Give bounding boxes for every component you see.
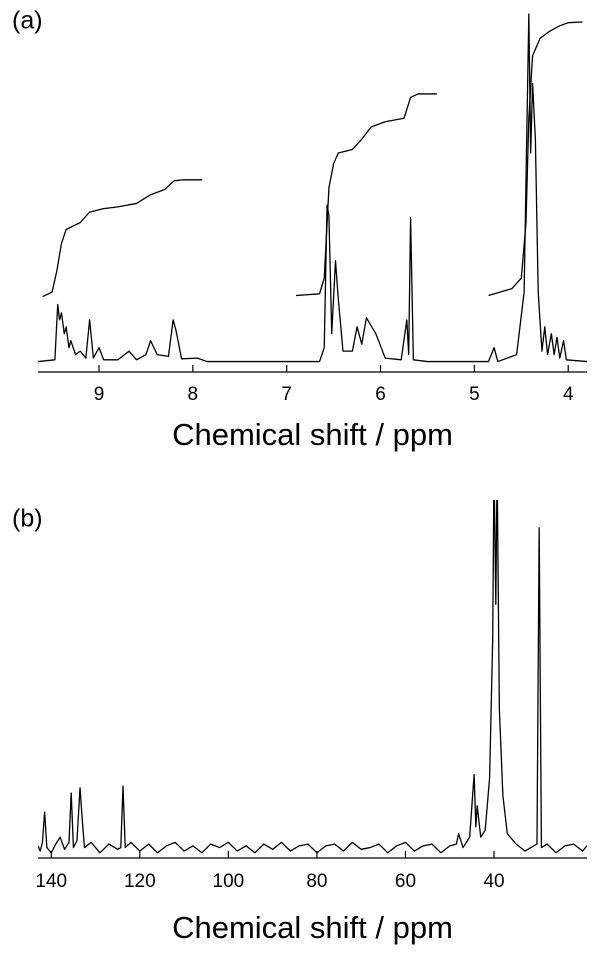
spectrum-line [38,500,587,854]
spectrum-line [296,93,437,297]
panel-label: (b) [12,505,43,533]
x-tick-label: 60 [395,871,416,892]
x-tick-label: 8 [188,384,199,405]
x-tick-label: 40 [483,871,504,892]
panel-label: (a) [12,7,43,35]
x-tick-label: 4 [563,384,574,405]
x-tick-label: 80 [306,871,327,892]
x-tick-label: 120 [124,871,156,892]
spectrum-line [38,13,587,363]
x-tick-label: 5 [469,384,480,405]
x-axis-label: Chemical shift / ppm [172,910,453,945]
plot-area [38,500,587,854]
spectrum-line [488,21,583,297]
x-tick-label: 100 [213,871,245,892]
x-tick-label: 6 [375,384,386,405]
spectrum-line [42,179,203,298]
x-tick-label: 9 [94,384,105,405]
x-tick-label: 140 [35,871,67,892]
x-tick-label: 7 [281,384,292,405]
plot-area [38,13,587,363]
x-axis-label: Chemical shift / ppm [172,417,453,452]
